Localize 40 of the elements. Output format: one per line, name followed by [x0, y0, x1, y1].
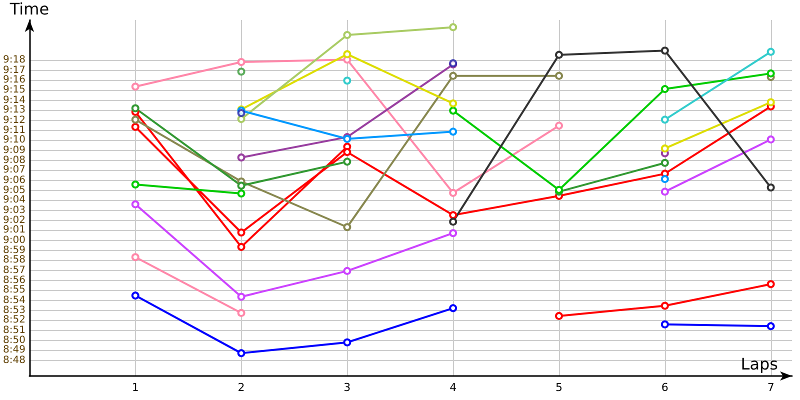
x-tick-label: 6 [661, 381, 668, 394]
x-tick-label: 2 [238, 381, 245, 394]
y-tick-label: 9:14 [2, 94, 26, 106]
y-axis-title: Time [8, 0, 50, 18]
y-tick-label: 8:56 [2, 275, 26, 286]
y-tick-label: 9:16 [2, 74, 26, 86]
y-tick-label: 8:52 [2, 314, 26, 326]
y-tick-label: 9:02 [2, 215, 26, 226]
y-tick-label: 9:01 [2, 224, 26, 236]
x-tick-label: 7 [767, 381, 774, 394]
y-tick-label: 9:12 [2, 114, 26, 126]
y-tick-label: 8:55 [2, 284, 26, 296]
y-tick-label: 8:57 [2, 264, 26, 276]
y-tick-label: 9:03 [2, 204, 26, 216]
y-tick-label: 8:53 [2, 305, 26, 316]
y-tick-label: 9:18 [2, 54, 26, 66]
y-tick-label: 8:50 [2, 335, 26, 346]
y-tick-label: 8:59 [2, 245, 26, 256]
x-tick-label: 1 [132, 381, 139, 394]
y-tick-label: 9:17 [2, 64, 26, 76]
y-tick-label: 8:48 [2, 354, 26, 366]
y-tick-label: 9:13 [2, 104, 26, 116]
y-tick-label: 9:08 [2, 154, 26, 166]
y-tick-label: 9:05 [2, 184, 26, 196]
x-tick-label: 3 [344, 381, 351, 394]
y-tick-label: 8:49 [2, 344, 26, 356]
y-tick-label: 9:07 [2, 164, 26, 176]
y-tick-label: 9:06 [2, 174, 26, 186]
y-tick-label: 9:10 [2, 134, 26, 146]
y-tick-label: 9:04 [2, 194, 26, 206]
y-tick-label: 8:54 [2, 294, 26, 306]
y-tick-label: 8:51 [2, 324, 26, 336]
y-tick-label: 9:11 [2, 124, 26, 136]
y-tick-label: 9:00 [2, 234, 26, 246]
y-tick-label: 9:09 [2, 144, 26, 156]
y-tick-label: 8:58 [2, 254, 26, 266]
x-tick-label: 5 [556, 381, 562, 394]
x-axis-title: Laps [740, 354, 778, 374]
y-tick-label: 9:15 [2, 84, 26, 96]
x-tick-label: 4 [450, 381, 457, 394]
